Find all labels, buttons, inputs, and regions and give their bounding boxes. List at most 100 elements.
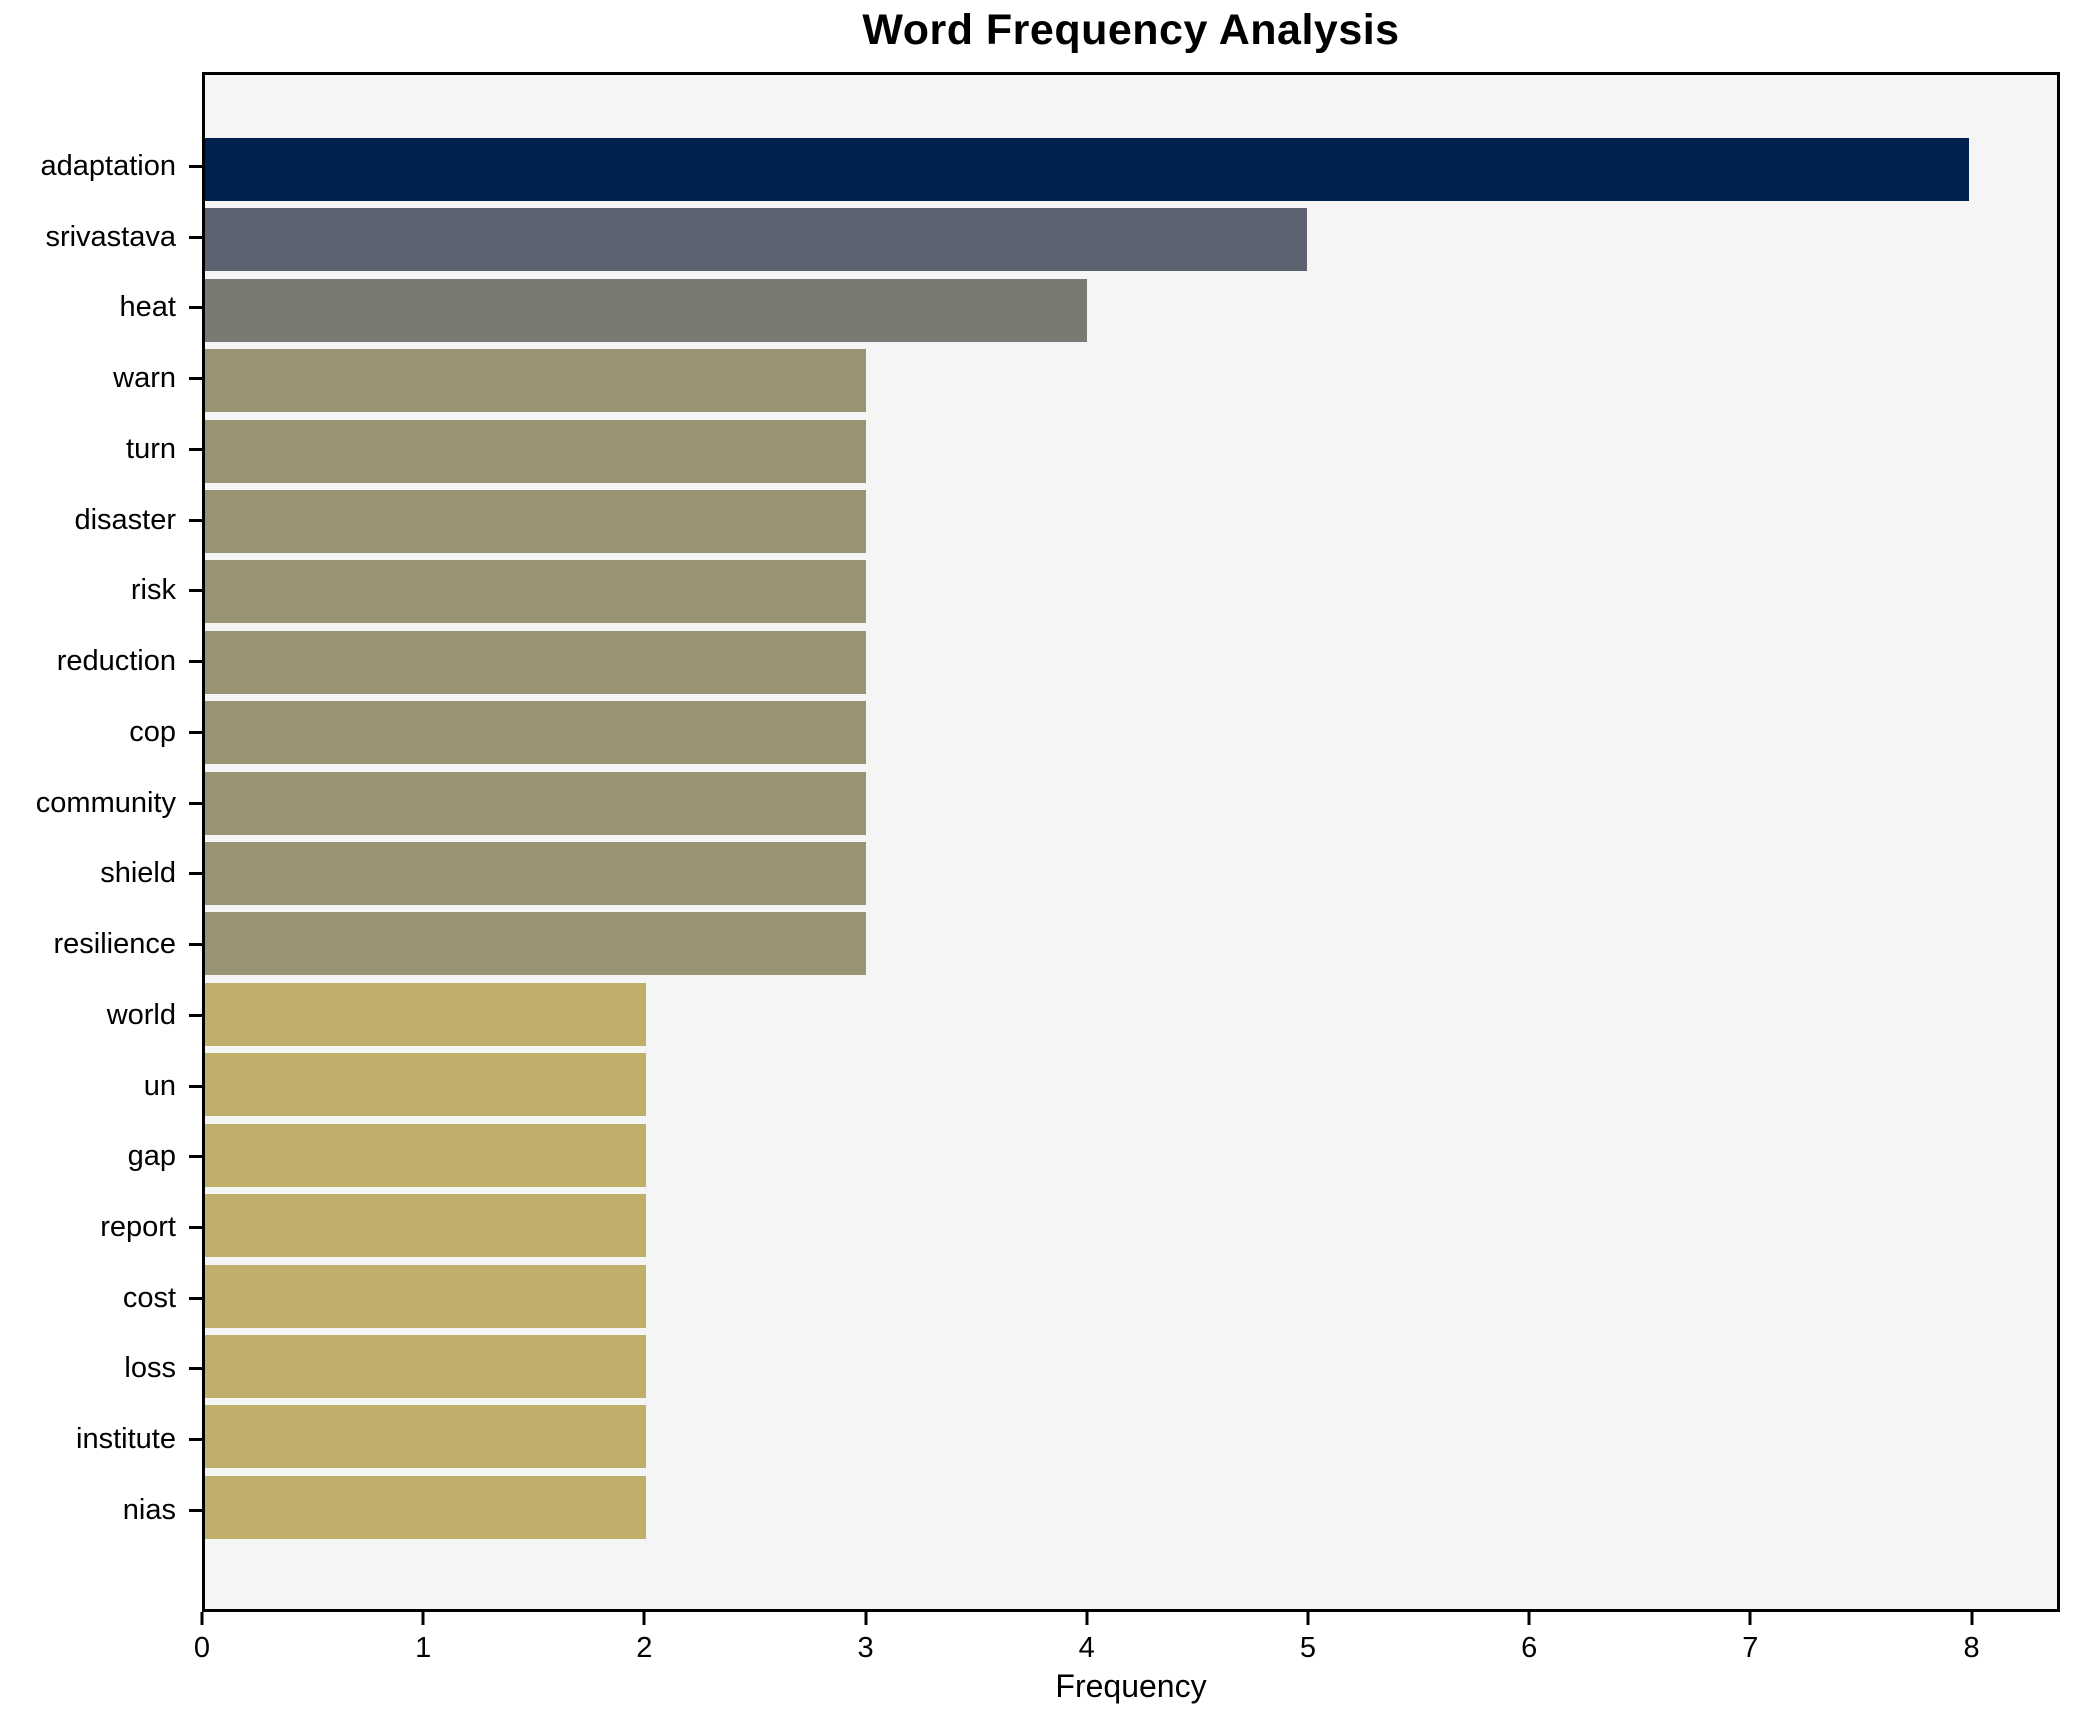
bar-loss xyxy=(205,1334,646,1398)
x-tick-label: 6 xyxy=(1521,1632,1538,1664)
y-axis-label-nias: nias xyxy=(0,1479,202,1542)
bar-row xyxy=(205,349,2057,413)
bar-shield xyxy=(205,842,867,906)
x-tick-label: 4 xyxy=(1078,1632,1095,1664)
y-axis-label-report: report xyxy=(0,1196,202,1259)
bar-resilience xyxy=(205,912,867,976)
y-tick-mark xyxy=(189,872,202,876)
x-tick-mark xyxy=(1970,1612,1974,1625)
y-tick-mark xyxy=(189,1508,202,1512)
bar-row xyxy=(205,208,2057,272)
bar-row xyxy=(205,490,2057,554)
plot-area xyxy=(202,72,2060,1612)
y-axis-label-cop: cop xyxy=(0,701,202,764)
y-tick-mark xyxy=(189,730,202,734)
bar-row xyxy=(205,1264,2057,1328)
y-axis-label-srivastava: srivastava xyxy=(0,206,202,269)
bar-row xyxy=(205,278,2057,342)
y-axis-label-text: nias xyxy=(122,1493,176,1526)
x-tick-mark xyxy=(642,1612,646,1625)
x-tick-mark xyxy=(421,1612,425,1625)
bar-srivastava xyxy=(205,208,1308,272)
y-axis-label-shield: shield xyxy=(0,842,202,905)
bar-cost xyxy=(205,1264,646,1328)
bar-row xyxy=(205,419,2057,483)
y-tick-mark xyxy=(189,801,202,805)
x-axis-ticks: 0 1 2 3 4 5 6 7 8 xyxy=(194,1612,2060,1702)
bar-row xyxy=(205,1405,2057,1469)
y-tick-mark xyxy=(189,306,202,310)
bar-heat xyxy=(205,278,1087,342)
y-axis-label-text: shield xyxy=(100,857,176,890)
y-axis-label-loss: loss xyxy=(0,1337,202,1400)
bar-row xyxy=(205,1194,2057,1258)
y-tick-mark xyxy=(189,1296,202,1300)
x-tick-label: 0 xyxy=(193,1632,211,1664)
bar-community xyxy=(205,771,867,835)
y-axis-label-text: disaster xyxy=(74,503,176,536)
bar-row xyxy=(205,138,2057,201)
y-tick-mark xyxy=(189,447,202,451)
y-axis-label-cost: cost xyxy=(0,1267,202,1330)
bar-row xyxy=(205,982,2057,1046)
y-tick-mark xyxy=(189,518,202,522)
bar-report xyxy=(205,1194,646,1258)
y-axis-label-world: world xyxy=(0,984,202,1047)
y-axis-label-heat: heat xyxy=(0,276,202,339)
bar-row xyxy=(205,701,2057,765)
x-tick-label: 5 xyxy=(1299,1632,1317,1664)
x-tick-label: 2 xyxy=(636,1632,653,1664)
y-axis-label-adaptation: adaptation xyxy=(0,135,202,198)
bar-row xyxy=(205,1053,2057,1117)
bar-risk xyxy=(205,560,867,624)
bar-row xyxy=(205,912,2057,976)
bar-reduction xyxy=(205,630,867,694)
bar-series xyxy=(205,138,2057,1539)
y-axis-label-text: report xyxy=(100,1211,176,1244)
y-tick-mark xyxy=(189,589,202,593)
y-axis-label-text: cop xyxy=(129,715,176,748)
y-axis-label-text: un xyxy=(143,1069,176,1102)
y-axis-label-text: community xyxy=(35,786,176,819)
y-axis-label-text: turn xyxy=(126,432,176,465)
x-tick-label: 1 xyxy=(415,1632,432,1664)
y-axis-label-text: risk xyxy=(130,574,176,607)
y-axis-label-resilience: resilience xyxy=(0,913,202,976)
bar-row xyxy=(205,1123,2057,1187)
y-axis-label-text: loss xyxy=(124,1352,176,1385)
x-tick-mark xyxy=(1306,1612,1310,1625)
y-axis-label-institute: institute xyxy=(0,1408,202,1471)
y-axis-label-turn: turn xyxy=(0,418,202,481)
bar-un xyxy=(205,1053,646,1117)
y-axis-label-text: reduction xyxy=(56,645,176,678)
y-axis-label-text: adaptation xyxy=(40,150,176,182)
bar-cop xyxy=(205,701,867,765)
x-tick-mark xyxy=(864,1612,868,1625)
bar-row xyxy=(205,1475,2057,1539)
bar-warn xyxy=(205,349,867,413)
bar-adaptation xyxy=(205,138,1969,201)
x-tick-label: 8 xyxy=(1963,1632,1980,1664)
y-tick-mark xyxy=(189,377,202,381)
bar-row xyxy=(205,771,2057,835)
y-tick-mark xyxy=(189,1367,202,1371)
y-axis-label-disaster: disaster xyxy=(0,489,202,552)
bar-row xyxy=(205,560,2057,624)
x-tick-mark xyxy=(1527,1612,1531,1625)
y-tick-mark xyxy=(189,1084,202,1088)
y-axis: adaptation srivastava heat warn turn disaster… xyxy=(0,72,202,1612)
bar-row xyxy=(205,842,2057,906)
bar-turn xyxy=(205,419,867,483)
y-tick-mark xyxy=(189,235,202,239)
y-tick-mark xyxy=(189,1155,202,1159)
x-tick-label: 3 xyxy=(857,1632,874,1664)
chart-title: Word Frequency Analysis xyxy=(862,6,1400,54)
y-axis-label-reduction: reduction xyxy=(0,630,202,693)
y-tick-mark xyxy=(189,165,202,168)
y-axis-label-text: gap xyxy=(127,1140,176,1173)
y-tick-mark xyxy=(189,1438,202,1442)
bar-institute xyxy=(205,1405,646,1469)
x-tick-label: 7 xyxy=(1742,1632,1759,1664)
bar-nias xyxy=(205,1475,646,1539)
